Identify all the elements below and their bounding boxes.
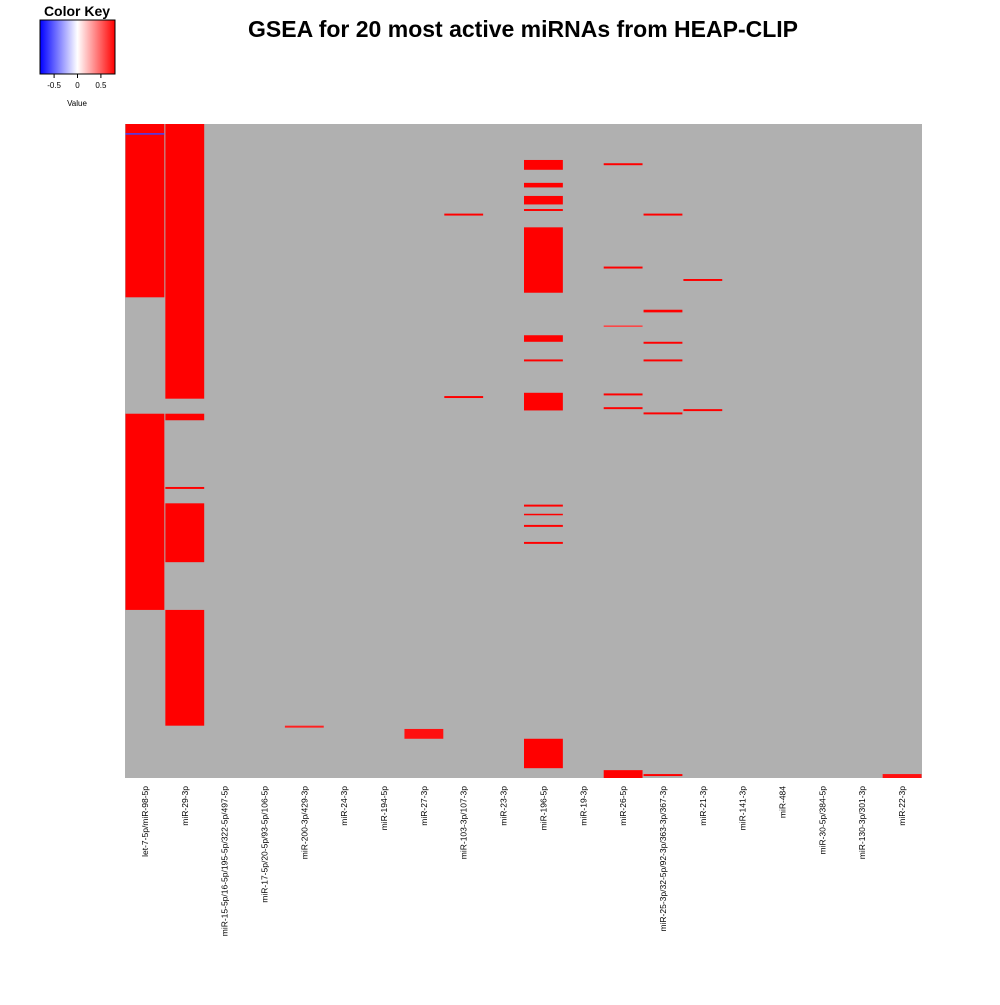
heatmap-cell-block	[524, 182, 563, 188]
column-label: miR-23-3p	[499, 786, 509, 826]
color-key-tick-label: 0.5	[95, 81, 107, 90]
heatmap-cell-block	[603, 407, 643, 410]
chart-title: GSEA for 20 most active miRNAs from HEAP…	[248, 16, 798, 42]
heatmap-cell-block	[603, 770, 643, 778]
heatmap-cell-block	[524, 392, 563, 411]
column-label: miR-130-3p/301-3p	[857, 786, 867, 860]
column-label: miR-22-3p	[897, 786, 907, 826]
heatmap-cell-block	[524, 541, 563, 544]
heatmap-body	[125, 124, 922, 778]
heatmap-cell-block	[524, 335, 563, 342]
heatmap-cell-block	[165, 486, 205, 489]
heatmap-cell-block	[683, 409, 723, 412]
heatmap-cells	[125, 124, 922, 778]
heatmap-cell-block	[524, 513, 563, 516]
heatmap-cell-block	[603, 393, 643, 396]
heatmap-cell-block	[603, 163, 643, 166]
heatmap-cell-block	[165, 503, 205, 563]
heatmap-cell-block	[643, 309, 683, 313]
heatmap-cell-block	[165, 413, 205, 421]
heatmap-cell-block	[404, 728, 444, 739]
color-key: Color Key -0.5 0 0.5 Value	[39, 3, 116, 108]
heatmap-cell-block	[524, 195, 563, 205]
color-key-label: Value	[67, 99, 87, 108]
column-label: miR-25-3p/32-5p/92-3p/363-3p/367-3p	[658, 786, 668, 932]
heatmap-cell-block	[643, 341, 683, 344]
column-label: miR-29-3p	[180, 786, 190, 826]
column-label: miR-30-5p/384-5p	[817, 786, 827, 855]
column-label: miR-19-3p	[578, 786, 588, 826]
column-label: miR-24-3p	[339, 786, 349, 826]
heatmap-cell-block	[603, 325, 643, 327]
heatmap-cell-block	[125, 413, 165, 610]
heatmap-cell-block	[683, 279, 723, 281]
heatmap-cell-block	[125, 133, 165, 135]
column-label: miR-196-5p	[538, 786, 548, 831]
heatmap-cell-block	[882, 774, 922, 778]
heatmap-cell-block	[524, 504, 563, 507]
column-label: miR-21-3p	[698, 786, 708, 826]
heatmap-cell-block	[643, 774, 683, 777]
color-key-gradient	[39, 19, 116, 75]
color-key-tick-label: -0.5	[47, 81, 61, 90]
column-label: miR-484	[778, 786, 788, 818]
heatmap-cell-block	[125, 124, 165, 298]
heatmap-cell-block	[284, 725, 324, 728]
heatmap-cell-block	[444, 396, 484, 399]
color-key-title: Color Key	[44, 3, 110, 19]
heatmap-cell-block	[524, 524, 563, 527]
heatmap-background	[125, 124, 922, 778]
column-label: miR-17-5p/20-5p/93-5p/106-5p	[260, 786, 270, 903]
heatmap-cell-block	[524, 227, 563, 293]
heatmap-cell-block	[524, 209, 563, 211]
column-label: miR-103-3p/107-3p	[459, 786, 469, 860]
heatmap-cell-block	[643, 412, 683, 415]
heatmap-cell-block	[524, 359, 563, 362]
heatmap-cell-block	[165, 124, 205, 399]
heatmap-cell-block	[603, 266, 643, 269]
column-label: let-7-5p/miR-98-5p	[140, 786, 150, 857]
heatmap-cell-block	[444, 213, 484, 216]
heatmap-cell-block	[643, 213, 683, 216]
heatmap-cell-block	[524, 738, 563, 769]
column-labels: let-7-5p/miR-98-5p miR-29-3p miR-15-5p/16-…	[140, 786, 907, 937]
column-label: miR-27-3p	[419, 786, 429, 826]
heatmap-cell-block	[165, 609, 205, 726]
column-label: miR-15-5p/16-5p/195-5p/322-5p/497-5p	[220, 786, 230, 937]
column-label: miR-200-3p/429-3p	[299, 786, 309, 860]
column-label: miR-141-3p	[738, 786, 748, 831]
heatmap-cell-block	[643, 359, 683, 362]
column-label: miR-194-5p	[379, 786, 389, 831]
color-key-tick-label: 0	[75, 81, 80, 90]
heatmap-cell-block	[524, 159, 563, 170]
column-label: miR-26-5p	[618, 786, 628, 826]
color-key-ticks: -0.5 0 0.5	[47, 74, 107, 90]
